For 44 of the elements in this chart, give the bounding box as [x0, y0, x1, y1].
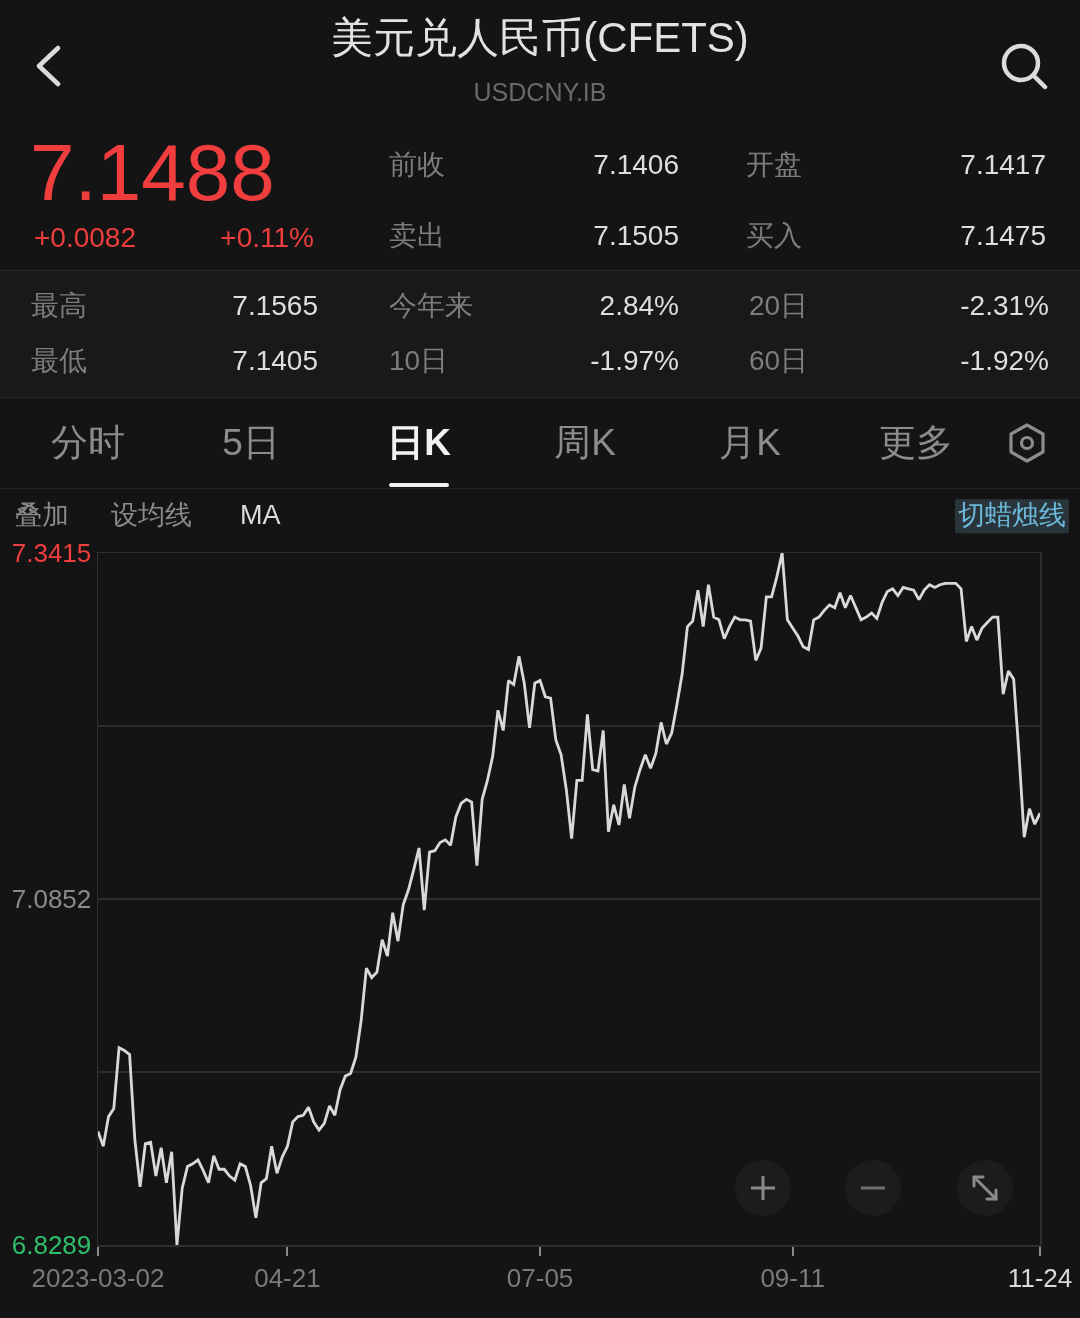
y-tick-label: 7.3415	[11, 538, 92, 569]
text: 分时	[51, 421, 125, 464]
text: 卖出	[389, 219, 445, 252]
text: 5日	[222, 421, 280, 464]
text: +0.11%	[220, 221, 314, 254]
x-tick-label: 11-24	[1007, 1262, 1073, 1293]
text: MA	[240, 500, 281, 531]
text: 周K	[554, 421, 616, 464]
text: 2.84%	[599, 289, 679, 322]
text: 叠加	[15, 500, 69, 531]
text: -2.31%	[960, 289, 1049, 322]
y-tick-label: 7.0852	[11, 884, 92, 915]
x-tick-label: 09-11	[760, 1262, 825, 1293]
text: 7.1565	[232, 289, 318, 322]
text: 设均线	[111, 500, 192, 531]
text: 20日	[749, 289, 809, 322]
text: 10日	[389, 344, 449, 377]
text: 7.1405	[232, 344, 318, 377]
text: 日K	[387, 421, 451, 464]
text: 开盘	[746, 148, 802, 181]
text: 前收	[389, 148, 445, 181]
text: 7.1505	[593, 219, 679, 252]
text: 月K	[719, 421, 781, 464]
chart-subtitle: USDCNY.IB	[473, 78, 607, 107]
chart-title: 美元兑人民币(CFETS)	[331, 13, 749, 62]
y-tick-label: 6.8289	[11, 1230, 92, 1261]
toggle-button: 切蜡烛线	[955, 499, 1069, 533]
x-tick-label: 07-05	[506, 1262, 574, 1293]
text: 更多	[879, 421, 953, 464]
text: 7.1406	[593, 148, 679, 181]
text: 最高	[31, 289, 87, 322]
line-series	[98, 553, 1040, 1245]
text: 买入	[746, 219, 802, 252]
text: -1.97%	[590, 344, 679, 377]
text: 今年来	[389, 289, 473, 322]
x-tick-label: 2023-03-02	[31, 1262, 165, 1293]
text: 7.1475	[960, 219, 1046, 252]
text: -1.92%	[960, 344, 1049, 377]
text: +0.0082	[34, 221, 136, 254]
text: 60日	[749, 344, 809, 377]
text: 7.1417	[960, 148, 1046, 181]
text: 最低	[31, 344, 87, 377]
text: 7.1488	[30, 128, 275, 217]
x-tick-label: 04-21	[254, 1262, 321, 1293]
